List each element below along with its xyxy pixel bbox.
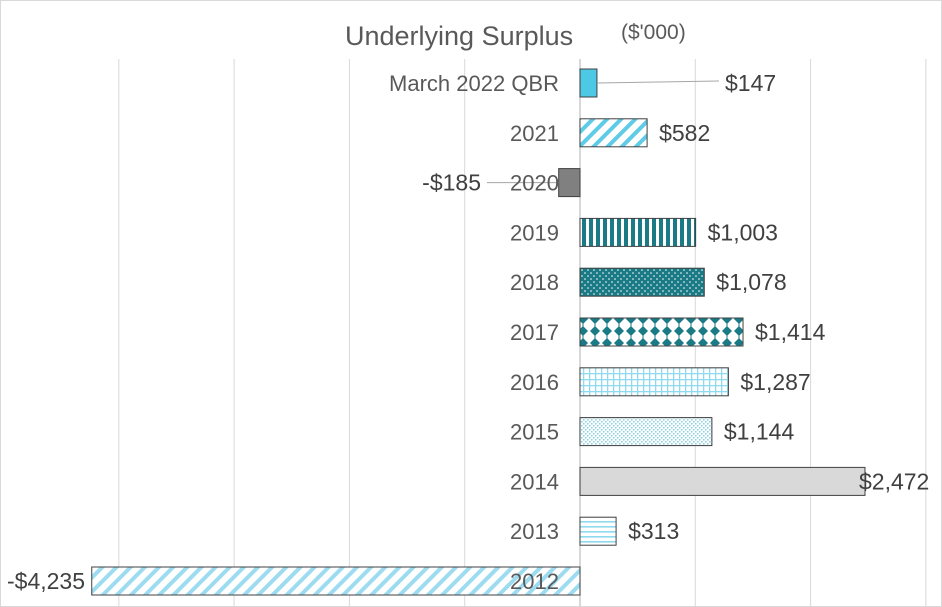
category-label: 2012 bbox=[510, 569, 559, 594]
value-label: $1,078 bbox=[716, 269, 786, 295]
bar-2015 bbox=[579, 417, 713, 447]
value-label: $147 bbox=[725, 70, 776, 96]
bars bbox=[91, 68, 866, 596]
value-label: $313 bbox=[628, 518, 679, 544]
category-label: March 2022 QBR bbox=[389, 71, 559, 96]
value-label: $582 bbox=[659, 120, 710, 146]
category-label: 2015 bbox=[510, 420, 559, 445]
category-label: 2013 bbox=[510, 519, 559, 544]
bar-2020 bbox=[558, 168, 581, 198]
chart-title: Underlying Surplus bbox=[345, 21, 573, 51]
bar-2016 bbox=[579, 367, 729, 397]
category-label: 2020 bbox=[510, 171, 559, 196]
bar-2018 bbox=[579, 267, 705, 297]
bar-2021 bbox=[579, 118, 648, 148]
category-label: 2017 bbox=[510, 320, 559, 345]
category-label: 2014 bbox=[510, 469, 559, 494]
bar-2013 bbox=[579, 516, 617, 546]
value-label: -$4,235 bbox=[7, 568, 85, 594]
category-label: 2018 bbox=[510, 270, 559, 295]
category-label: 2021 bbox=[510, 121, 559, 146]
value-label: $1,144 bbox=[724, 419, 795, 445]
value-label: -$185 bbox=[422, 170, 481, 196]
bar-2014 bbox=[579, 466, 866, 496]
bar-2019 bbox=[579, 217, 697, 247]
chart-subtitle: ($'000) bbox=[621, 21, 686, 44]
bar-2012 bbox=[91, 566, 581, 596]
value-label: $1,003 bbox=[708, 219, 778, 245]
leader-lines bbox=[487, 80, 720, 184]
value-label: $2,472 bbox=[859, 468, 929, 494]
leader-line bbox=[596, 80, 720, 84]
bar-march-2022-qbr bbox=[579, 68, 598, 98]
bar-2017 bbox=[579, 317, 744, 347]
category-label: 2019 bbox=[510, 220, 559, 245]
category-labels: March 2022 QBR 2021 2020 2019 2018 2017 2016 20… bbox=[389, 71, 559, 594]
category-label: 2016 bbox=[510, 370, 559, 395]
value-labels: $147 $582 -$185 $1,003 $1,078 $1,414 $1,287 $1,… bbox=[7, 70, 929, 594]
value-label: $1,287 bbox=[740, 369, 810, 395]
value-label: $1,414 bbox=[755, 319, 826, 345]
